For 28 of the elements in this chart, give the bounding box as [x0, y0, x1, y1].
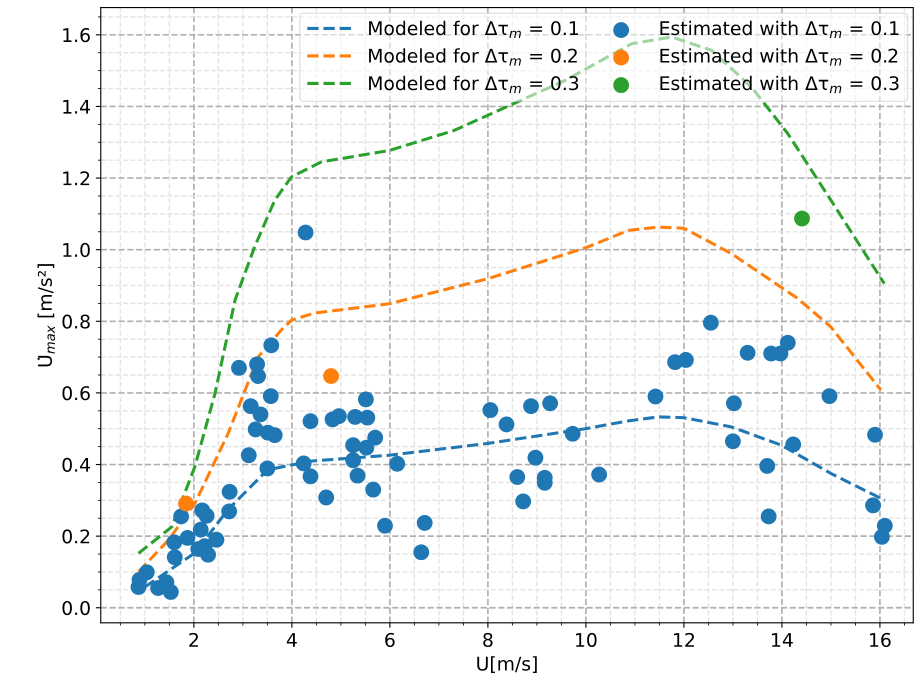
y-tick-label: 0.8: [62, 314, 90, 329]
y-tick-label: 0.4: [62, 458, 90, 472]
legend-label: Modeled for Δτ$_{m}$ = 0.1: [369, 20, 578, 38]
point: [323, 368, 339, 384]
x-tick-label: 16: [870, 632, 891, 648]
y-tick-label: 0.6: [62, 386, 90, 400]
point: [794, 210, 810, 226]
y-tick-label: 1.6: [63, 28, 90, 42]
legend-label: Estimated with Δτ$_{m}$ = 0.3: [660, 76, 899, 94]
y-tick-label: 1.4: [63, 100, 90, 114]
y-tick-label: 0.2: [62, 529, 90, 544]
x-tick-label: 2: [189, 632, 198, 647]
x-tick-label: 10: [576, 632, 597, 648]
x-tick-label: 4: [286, 633, 297, 647]
legend-label: Estimated with Δτ$_{m}$ = 0.1: [660, 20, 898, 38]
y-axis-title: U̇$_{max}$ [m/s²]: [38, 264, 56, 366]
x-tick-label: 14: [772, 633, 793, 647]
y-tick-label: 1.2: [63, 171, 90, 186]
x-axis-title: U[m/s]: [477, 656, 537, 673]
y-tick-label: 0.0: [62, 600, 90, 616]
legend-label: Modeled for Δτ$_{m}$ = 0.2: [369, 48, 577, 66]
legend-label: Estimated with Δτ$_{m}$ = 0.2: [660, 48, 898, 66]
x-tick-label: 8: [483, 632, 493, 648]
point: [178, 496, 194, 512]
x-tick-label: 6: [385, 632, 395, 648]
x-tick-label: 12: [674, 632, 694, 647]
y-tick-label: 1.0: [63, 242, 90, 258]
legend-label: Modeled for Δτ$_{m}$ = 0.3: [369, 76, 578, 94]
